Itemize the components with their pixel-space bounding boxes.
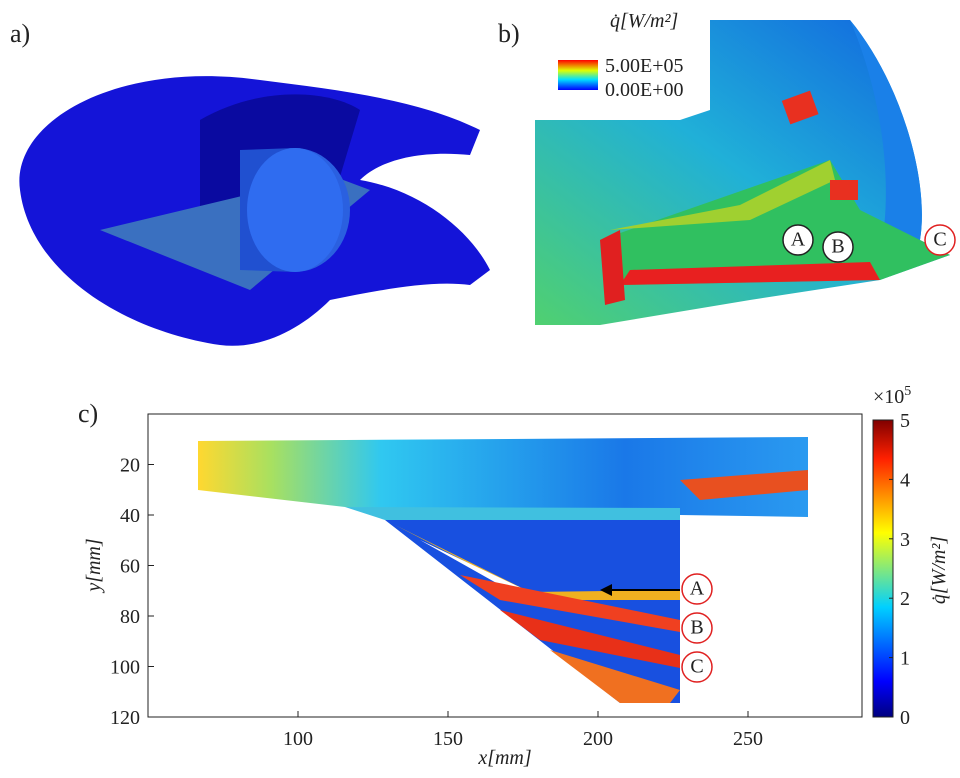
marker-label: A — [690, 578, 705, 600]
marker-label: C — [690, 656, 703, 678]
y-axis-label: y[mm] — [83, 538, 105, 593]
heatmap — [198, 437, 808, 703]
render-a — [19, 76, 490, 346]
y-tick-label: 60 — [120, 556, 140, 578]
marker-label: B — [831, 236, 844, 258]
colorbar-tick-label: 3 — [900, 529, 910, 551]
figure: a) b) q̇[W/m²] 5.00E+05 0.00E+00 ABC c) — [0, 0, 960, 773]
exponent: 5 — [904, 384, 911, 399]
panel-label: c) — [78, 399, 98, 428]
legend-max: 5.00E+05 — [605, 55, 684, 77]
legend-min: 0.00E+00 — [605, 79, 684, 101]
x-tick-label: 200 — [583, 728, 613, 750]
y-tick-label: 40 — [120, 505, 140, 527]
legend-title: q̇[W/m²] — [610, 10, 678, 32]
marker-label: C — [933, 229, 946, 251]
colorbar-tick-label: 0 — [900, 707, 910, 729]
y-tick-label: 120 — [110, 707, 140, 729]
marker-label: B — [690, 617, 703, 639]
colorbar-multiplier: ×105 — [873, 384, 911, 408]
x-tick-label: 100 — [283, 728, 313, 750]
colorbar-tick-label: 2 — [900, 588, 910, 610]
multiplier: ×10 — [873, 386, 904, 408]
colorbar-tick-label: 5 — [900, 410, 910, 432]
colorbar-tick-label: 4 — [900, 469, 910, 491]
colorbar-label: q̇[W/m²] — [928, 536, 950, 604]
colorbar — [873, 420, 893, 717]
colorbar-tick-label: 1 — [900, 648, 910, 670]
y-tick-label: 20 — [120, 455, 140, 477]
panel-label: b) — [498, 19, 520, 48]
panel-label: a) — [10, 19, 30, 48]
x-tick-label: 250 — [733, 728, 763, 750]
y-tick-label: 80 — [120, 606, 140, 628]
legend-colorbar — [558, 60, 598, 90]
x-tick-label: 150 — [433, 728, 463, 750]
marker-label: A — [791, 229, 806, 251]
y-tick-label: 100 — [110, 657, 140, 679]
x-axis-label: x[mm] — [477, 747, 531, 769]
